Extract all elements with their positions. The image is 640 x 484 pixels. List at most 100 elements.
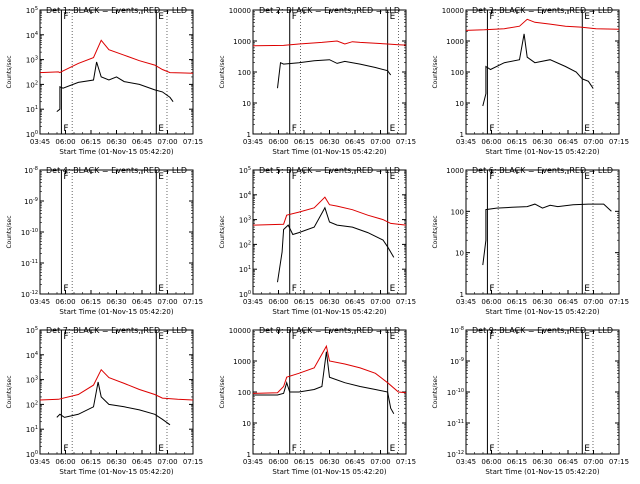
series-line-lld — [252, 344, 407, 394]
x-tick-label: 06:00 — [55, 138, 75, 146]
x-tick-label: 07:00 — [157, 138, 177, 146]
marker-label-bottom: F — [63, 284, 68, 294]
marker-label-top: F — [292, 12, 297, 22]
marker-label-top: E — [584, 172, 590, 182]
y-tick-label-exponent: -11 — [30, 259, 38, 265]
x-tick-label: 06:45 — [558, 298, 578, 306]
x-axis-label: Start Time (01-Nov-15 05:42:20) — [272, 468, 386, 476]
x-tick-label: 06:15 — [507, 298, 527, 306]
x-tick-label: 03:45 — [243, 458, 263, 466]
x-tick-label: 07:00 — [157, 298, 177, 306]
x-axis-label: Start Time (01-Nov-15 05:42:20) — [272, 148, 386, 156]
marker-label-top: E — [390, 332, 396, 342]
x-tick-label: 03:45 — [30, 138, 50, 146]
plot-frame — [252, 329, 407, 455]
x-tick-label: 06:30 — [319, 458, 339, 466]
y-tick-label: 10-9 — [24, 197, 38, 206]
y-tick-label: 1 — [247, 131, 251, 139]
x-tick-label: 06:45 — [558, 458, 578, 466]
y-tick-label-exponent: 1 — [35, 425, 38, 431]
marker-label-top: F — [63, 172, 68, 182]
plot-panel-5: Det 5: BLACK = Events, RED = LLDCounts/s… — [219, 166, 416, 316]
marker-label-top: E — [390, 12, 396, 22]
y-tick-label-base: 10 — [26, 426, 35, 434]
x-tick-label: 06:00 — [268, 138, 288, 146]
y-tick-label-exponent: 2 — [248, 240, 251, 246]
x-tick-label: 06:30 — [106, 298, 126, 306]
series-line-events — [482, 203, 612, 266]
y-axis-label: Counts/sec — [432, 55, 439, 88]
x-tick-label: 07:15 — [396, 138, 416, 146]
plot-frame — [252, 169, 407, 295]
x-tick-label: 06:45 — [558, 138, 578, 146]
x-tick-label: 06:45 — [132, 138, 152, 146]
marker-label-bottom: F — [292, 284, 297, 294]
x-tick-label: 06:00 — [481, 458, 501, 466]
y-tick-label: 1 — [460, 291, 464, 299]
y-tick-label-exponent: 0 — [35, 450, 38, 456]
y-tick-label: 10 — [455, 250, 464, 258]
y-tick-label-base: 10 — [26, 451, 35, 459]
y-tick-label: 104 — [26, 31, 38, 40]
y-tick-label-exponent: -11 — [456, 419, 464, 425]
y-tick-label-exponent: 0 — [35, 130, 38, 136]
y-tick-label: 10000 — [229, 327, 251, 335]
y-tick-label: 100 — [239, 290, 251, 299]
y-tick-label-base: 10 — [447, 389, 456, 397]
x-tick-label: 07:15 — [396, 458, 416, 466]
y-tick-label: 1000 — [446, 38, 464, 46]
x-tick-label: 06:00 — [481, 138, 501, 146]
x-axis-label: Start Time (01-Nov-15 05:42:20) — [485, 308, 599, 316]
x-axis-label: Start Time (01-Nov-15 05:42:20) — [59, 468, 173, 476]
plot-panel-6: Det 6: BLACK = Events, RED = LLDCounts/s… — [432, 166, 629, 316]
y-tick-label: 10-12 — [21, 290, 38, 299]
plot-frame — [39, 329, 194, 455]
marker-label-top: F — [63, 12, 68, 22]
x-tick-label: 06:00 — [268, 458, 288, 466]
x-tick-label: 06:45 — [345, 458, 365, 466]
x-tick-label: 03:45 — [243, 298, 263, 306]
x-tick-label: 06:30 — [319, 138, 339, 146]
y-tick-label-exponent: -12 — [30, 290, 38, 296]
plot-frame — [39, 9, 194, 135]
y-tick-label-base: 10 — [26, 7, 35, 15]
y-tick-label: 10-8 — [450, 326, 464, 335]
x-axis-label: Start Time (01-Nov-15 05:42:20) — [59, 308, 173, 316]
series-line-lld — [39, 39, 194, 74]
y-tick-label-base: 10 — [26, 401, 35, 409]
series-line-events — [277, 59, 392, 89]
y-tick-label-base: 10 — [239, 167, 248, 175]
y-tick-label: 101 — [26, 425, 38, 434]
y-tick-label: 1000 — [446, 167, 464, 175]
series-line-events — [56, 381, 171, 426]
x-tick-label: 06:15 — [294, 458, 314, 466]
y-tick-label-base: 10 — [26, 81, 35, 89]
x-tick-label: 07:00 — [370, 298, 390, 306]
y-tick-label: 101 — [239, 265, 251, 274]
marker-label-bottom: E — [158, 124, 164, 134]
marker-label-top: F — [489, 12, 494, 22]
y-tick-label-base: 10 — [239, 241, 248, 249]
y-tick-label: 104 — [239, 191, 251, 200]
x-tick-label: 06:45 — [132, 298, 152, 306]
x-axis-label: Start Time (01-Nov-15 05:42:20) — [485, 148, 599, 156]
y-tick-label: 100 — [451, 208, 464, 216]
x-tick-label: 06:15 — [507, 138, 527, 146]
plot-frame — [465, 169, 620, 295]
y-tick-label: 100 — [26, 450, 38, 459]
y-tick-label-base: 10 — [239, 291, 248, 299]
x-tick-label: 07:00 — [157, 458, 177, 466]
x-tick-label: 06:00 — [481, 298, 501, 306]
x-tick-label: 07:00 — [370, 138, 390, 146]
y-axis-label: Counts/sec — [219, 215, 226, 248]
x-tick-label: 07:00 — [370, 458, 390, 466]
y-tick-label-exponent: 4 — [248, 191, 251, 197]
marker-label-top: F — [489, 332, 494, 342]
y-axis-label: Counts/sec — [6, 375, 13, 408]
x-tick-label: 06:00 — [268, 298, 288, 306]
plot-panel-3: Det 3: BLACK = Events, RED = LLDCounts/s… — [432, 6, 629, 156]
marker-label-bottom: E — [390, 444, 396, 454]
plot-panel-7: Det 7: BLACK = Events, RED = LLDCounts/s… — [6, 326, 203, 476]
x-tick-label: 06:30 — [532, 298, 552, 306]
y-tick-label-base: 10 — [447, 420, 456, 428]
